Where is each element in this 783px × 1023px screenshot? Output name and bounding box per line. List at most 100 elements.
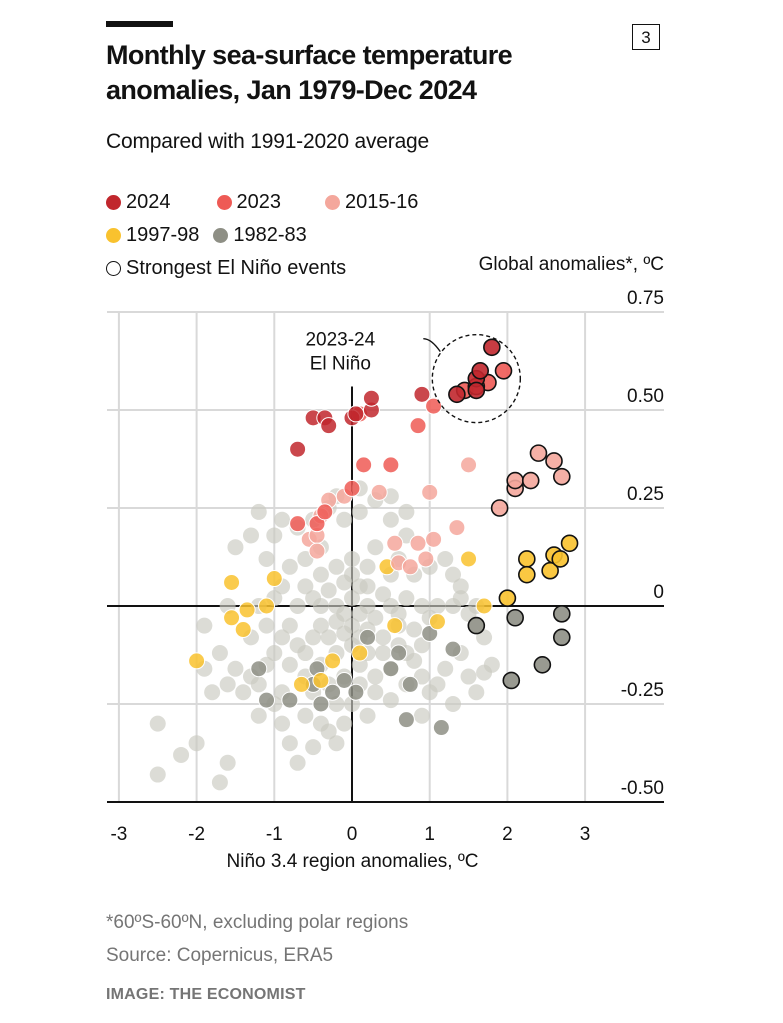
data-point-1982-83 <box>335 671 353 689</box>
data-point-1982-83 <box>421 624 439 642</box>
data-point-other-months <box>413 707 430 724</box>
data-point-other-months <box>359 707 376 724</box>
legend-item-2015-16: 2015-16 <box>325 191 418 214</box>
data-point-other-months <box>406 621 423 638</box>
data-point-other-months <box>289 598 306 614</box>
data-point-other-months <box>375 645 392 662</box>
data-point-2023 <box>308 515 326 533</box>
data-point-2015-16 <box>448 519 466 537</box>
x-tick-label: 2 <box>502 824 513 845</box>
data-point-other-months <box>375 586 392 603</box>
data-point-other-months <box>297 578 314 595</box>
data-point-2024 <box>347 405 365 423</box>
data-point-2015-16 <box>386 534 404 552</box>
data-point-2023 <box>289 515 307 533</box>
data-point-1997-98-strongest <box>498 589 517 607</box>
data-point-other-months <box>351 605 368 622</box>
data-point-2023 <box>425 397 443 415</box>
data-point-1982-83 <box>281 691 299 709</box>
gridlines <box>107 311 664 802</box>
data-point-1982-83 <box>397 711 415 729</box>
chart-subtitle: Compared with 1991-2020 average <box>106 130 430 153</box>
y-tick-label: -0.50 <box>621 778 664 799</box>
data-point-1997-98 <box>223 609 241 627</box>
data-point-1997-98 <box>265 570 283 588</box>
data-point-other-months <box>413 637 430 654</box>
data-point-other-months <box>445 566 462 583</box>
data-point-other-months <box>281 735 298 752</box>
y-tick-label: -0.25 <box>621 680 664 701</box>
data-point-1997-98 <box>428 613 446 631</box>
data-point-other-months <box>188 735 205 752</box>
data-point-other-months <box>297 550 314 567</box>
data-point-other-months <box>266 527 283 544</box>
data-point-other-months <box>413 598 430 614</box>
legend-item-1982-83: 1982-83 <box>213 224 307 247</box>
data-point-2015-16-strongest <box>545 452 563 470</box>
footnote-block: *60ºS-60ºN, excluding polar regions Sour… <box>106 906 408 972</box>
data-point-1997-98 <box>234 621 252 639</box>
x-tick-label: -1 <box>266 824 283 845</box>
data-point-other-months <box>344 550 360 567</box>
legend-label: 1997-98 <box>126 224 200 246</box>
data-point-other-months <box>398 503 415 520</box>
data-point-2023 <box>382 456 400 474</box>
legend-label: 2024 <box>126 191 171 213</box>
data-point-1982-83 <box>401 675 419 693</box>
legend-item-1997-98: 1997-98 <box>106 224 199 247</box>
y-tick-label: 0.25 <box>627 484 664 505</box>
data-point-other-months <box>320 629 337 646</box>
data-point-2023 <box>316 503 334 521</box>
data-point-1997-98 <box>386 617 404 635</box>
data-point-1982-83-strongest <box>467 616 486 635</box>
data-point-2015-16 <box>460 456 478 474</box>
data-point-other-months <box>297 707 314 724</box>
data-point-2024 <box>289 440 307 458</box>
legend-label: Strongest El Niño events <box>126 257 347 279</box>
data-point-1982-83 <box>432 719 450 737</box>
legend-item-2023: 2023 <box>216 191 282 214</box>
data-point-2015-16 <box>425 530 443 548</box>
x-tick-label: -3 <box>110 824 127 845</box>
data-point-2024-strongest <box>467 381 486 400</box>
annotation: 2023-24 El Niño <box>305 330 522 424</box>
data-point-2024 <box>320 417 338 435</box>
data-point-2015-16-strongest <box>490 499 509 517</box>
data-point-other-months <box>211 645 228 662</box>
data-point-other-months <box>305 629 322 646</box>
data-point-1997-98-strongest <box>551 550 570 568</box>
data-point-other-months <box>382 511 399 528</box>
data-point-1997-98 <box>312 671 330 689</box>
data-point-2015-16 <box>421 483 439 501</box>
data-point-other-months <box>344 590 360 607</box>
source: Source: Copernicus, ERA5 <box>106 945 334 966</box>
data-point-1997-98 <box>258 597 276 615</box>
data-point-other-months <box>227 660 244 677</box>
data-point-1997-98 <box>223 573 241 591</box>
data-point-other-months <box>445 696 462 712</box>
data-point-other-months <box>452 578 469 595</box>
data-point-2023 <box>355 456 373 474</box>
data-point-other-months <box>281 558 298 575</box>
data-point-other-months <box>398 527 415 544</box>
data-point-other-months <box>235 684 252 701</box>
data-point-1982-83-strongest <box>502 671 521 690</box>
data-point-2015-16-strongest <box>506 471 524 490</box>
data-point-1982-83 <box>250 660 268 678</box>
data-point-other-months <box>367 684 384 701</box>
legend-label: 2023 <box>236 191 282 213</box>
image-credit: IMAGE: THE ECONOMIST <box>106 986 306 1003</box>
data-point-other-months <box>429 676 446 693</box>
data-point-other-months <box>344 617 360 634</box>
x-tick-label: 0 <box>347 824 358 845</box>
data-point-2024 <box>362 389 380 407</box>
data-point-1982-83 <box>444 640 462 658</box>
data-point-other-months <box>328 735 345 752</box>
data-point-2023-strongest <box>494 361 513 380</box>
legend-item-2024: 2024 <box>106 191 171 214</box>
data-point-other-months <box>429 598 446 614</box>
data-point-other-months <box>274 511 291 528</box>
data-point-other-months <box>398 590 415 607</box>
data-point-2015-16-strongest <box>521 471 540 490</box>
